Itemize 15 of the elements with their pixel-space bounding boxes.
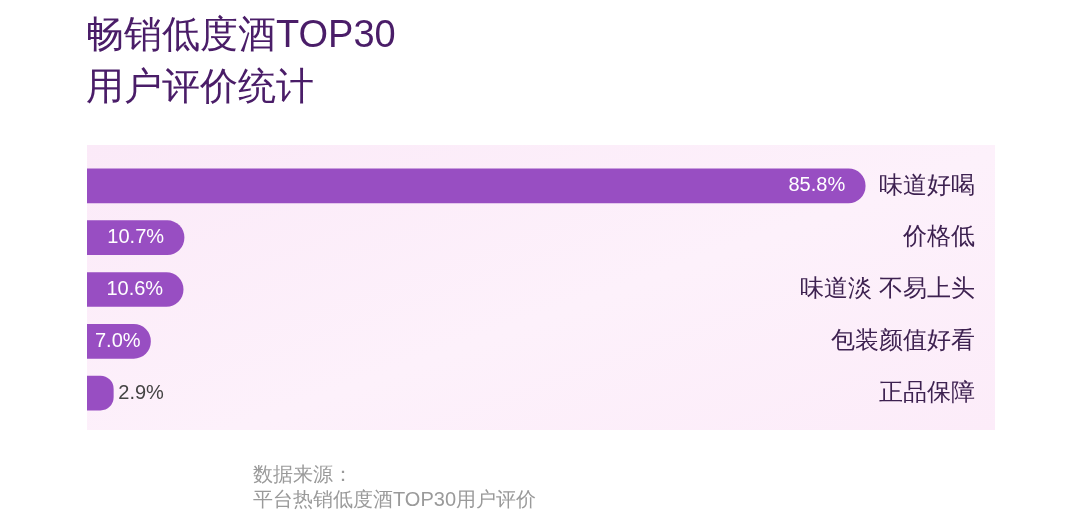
y-tick-label: 价格低 xyxy=(902,222,975,250)
data-label: 7.0% xyxy=(95,328,141,351)
bar xyxy=(87,220,185,256)
y-tick-label: 正品保障 xyxy=(879,377,975,405)
data-label: 85.8% xyxy=(788,173,846,196)
data-label: 10.7% xyxy=(107,225,165,248)
chart-title: 畅销低度酒TOP30 用户评价统计 xyxy=(86,12,396,109)
data-label: 10.6% xyxy=(106,277,164,300)
y-tick-label: 味道淡 不易上头 xyxy=(800,274,975,302)
data-label: 2.9% xyxy=(118,380,165,403)
bar xyxy=(87,168,866,204)
source-note: 数据来源： xyxy=(253,462,354,487)
y-tick-label: 包装颜值好看 xyxy=(831,325,975,353)
text: 平台热销低度酒TOP30用户评价 xyxy=(253,487,536,512)
y-tick-label: 味道好喝 xyxy=(879,170,975,198)
